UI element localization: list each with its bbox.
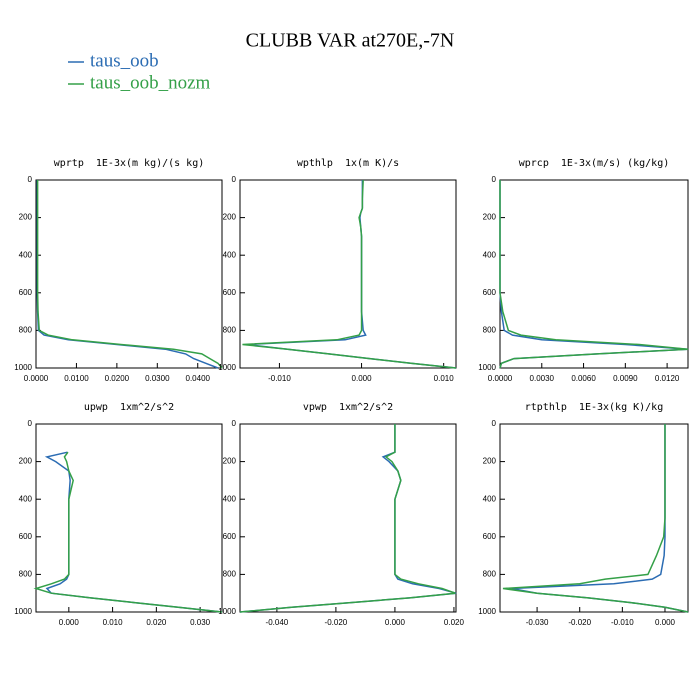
profile-line: taus_oob <box>511 424 689 613</box>
y-tick-label: 200 <box>223 457 237 466</box>
x-tick-label: 0.000 <box>385 618 406 627</box>
y-tick-label: 0 <box>232 419 237 428</box>
profile-line: taus_oob <box>246 180 457 369</box>
x-tick-label: 0.0000 <box>24 374 49 383</box>
y-tick-label: 800 <box>223 570 237 579</box>
profile-line: taus_oob_nozm <box>36 180 223 369</box>
x-tick-label: 0.010 <box>103 618 124 627</box>
y-tick-label: 600 <box>223 532 237 541</box>
x-tick-label: 0.030 <box>190 618 211 627</box>
plot-frame <box>35 423 223 613</box>
y-tick-label: 800 <box>483 326 497 335</box>
y-tick-label: 0 <box>492 419 497 428</box>
y-tick-label: 600 <box>19 288 33 297</box>
y-tick-label: 400 <box>483 494 497 503</box>
y-tick-label: 800 <box>19 570 33 579</box>
x-tick-label: -0.020 <box>325 618 348 627</box>
x-tick-label: 0.020 <box>444 618 465 627</box>
y-tick-label: 800 <box>483 570 497 579</box>
plot-frame <box>239 423 457 613</box>
panel-title: wprtp 1E-3x(m kg)/(s kg) <box>54 158 205 169</box>
y-tick-label: 200 <box>19 457 33 466</box>
y-tick-label: 200 <box>19 213 33 222</box>
x-tick-label: 0.0030 <box>530 374 555 383</box>
y-tick-label: 400 <box>483 250 497 259</box>
plot-frame <box>499 423 689 613</box>
x-tick-label: -0.010 <box>611 618 634 627</box>
y-tick-label: 0 <box>232 175 237 184</box>
x-tick-label: 0.020 <box>146 618 167 627</box>
x-tick-label: 0.0120 <box>655 374 680 383</box>
y-tick-label: 0 <box>492 175 497 184</box>
y-tick-label: 0 <box>28 419 33 428</box>
y-tick-label: 1000 <box>14 607 32 616</box>
profile-line: taus_oob_nozm <box>502 424 689 613</box>
profile-line: taus_oob <box>36 180 219 369</box>
x-tick-label: 0.010 <box>434 374 455 383</box>
x-tick-label: 0.000 <box>655 618 676 627</box>
x-tick-label: 0.0300 <box>145 374 170 383</box>
y-tick-label: 1000 <box>14 363 32 372</box>
panel-title: vpwp 1xm^2/s^2 <box>303 402 393 413</box>
y-tick-label: 0 <box>28 175 33 184</box>
y-tick-label: 800 <box>19 326 33 335</box>
y-tick-label: 1000 <box>478 363 496 372</box>
y-tick-label: 400 <box>223 250 237 259</box>
y-tick-label: 600 <box>19 532 33 541</box>
y-tick-label: 200 <box>223 213 237 222</box>
y-tick-label: 200 <box>483 213 497 222</box>
x-tick-label: -0.040 <box>266 618 289 627</box>
x-tick-label: 0.000 <box>352 374 373 383</box>
y-tick-label: 800 <box>223 326 237 335</box>
panel-title: rtpthlp 1E-3x(kg K)/kg <box>525 402 663 413</box>
x-tick-label: -0.020 <box>568 618 591 627</box>
x-tick-label: 0.0090 <box>613 374 638 383</box>
legend-label: taus_oob_nozm <box>90 72 211 93</box>
x-tick-label: 0.000 <box>59 618 80 627</box>
panel-title: wprcp 1E-3x(m/s) (kg/kg) <box>519 158 670 169</box>
profile-line: taus_oob <box>499 180 689 369</box>
profile-line: taus_oob_nozm <box>242 179 457 369</box>
legend-label: taus_oob <box>90 50 159 71</box>
y-tick-label: 1000 <box>478 607 496 616</box>
y-tick-label: 1000 <box>218 607 236 616</box>
plot-frame <box>35 179 223 369</box>
plot-frame <box>499 179 689 369</box>
y-tick-label: 1000 <box>218 363 236 372</box>
figure-title: CLUBB VAR at270E,-7N <box>246 30 455 52</box>
profile-line: taus_oob <box>44 451 223 613</box>
panel-title: wpthlp 1x(m K)/s <box>297 158 399 169</box>
x-tick-label: 0.0060 <box>571 374 596 383</box>
y-tick-label: 200 <box>483 457 497 466</box>
x-tick-label: -0.030 <box>526 618 549 627</box>
y-tick-label: 600 <box>483 288 497 297</box>
y-tick-label: 400 <box>19 250 33 259</box>
x-tick-label: 0.0400 <box>186 374 211 383</box>
x-tick-label: 0.0100 <box>64 374 89 383</box>
x-tick-label: 0.0000 <box>488 374 513 383</box>
plot-frame <box>239 179 457 369</box>
profile-line: taus_oob_nozm <box>33 451 223 613</box>
profile-line: taus_oob_nozm <box>499 180 689 369</box>
y-tick-label: 600 <box>483 532 497 541</box>
profile-line: taus_oob <box>239 424 457 613</box>
x-tick-label: 0.0200 <box>105 374 130 383</box>
panel-title: upwp 1xm^2/s^2 <box>84 402 174 413</box>
y-tick-label: 600 <box>223 288 237 297</box>
profile-line: taus_oob_nozm <box>239 424 456 613</box>
y-tick-label: 400 <box>19 494 33 503</box>
x-tick-label: -0.010 <box>268 374 291 383</box>
y-tick-label: 400 <box>223 494 237 503</box>
